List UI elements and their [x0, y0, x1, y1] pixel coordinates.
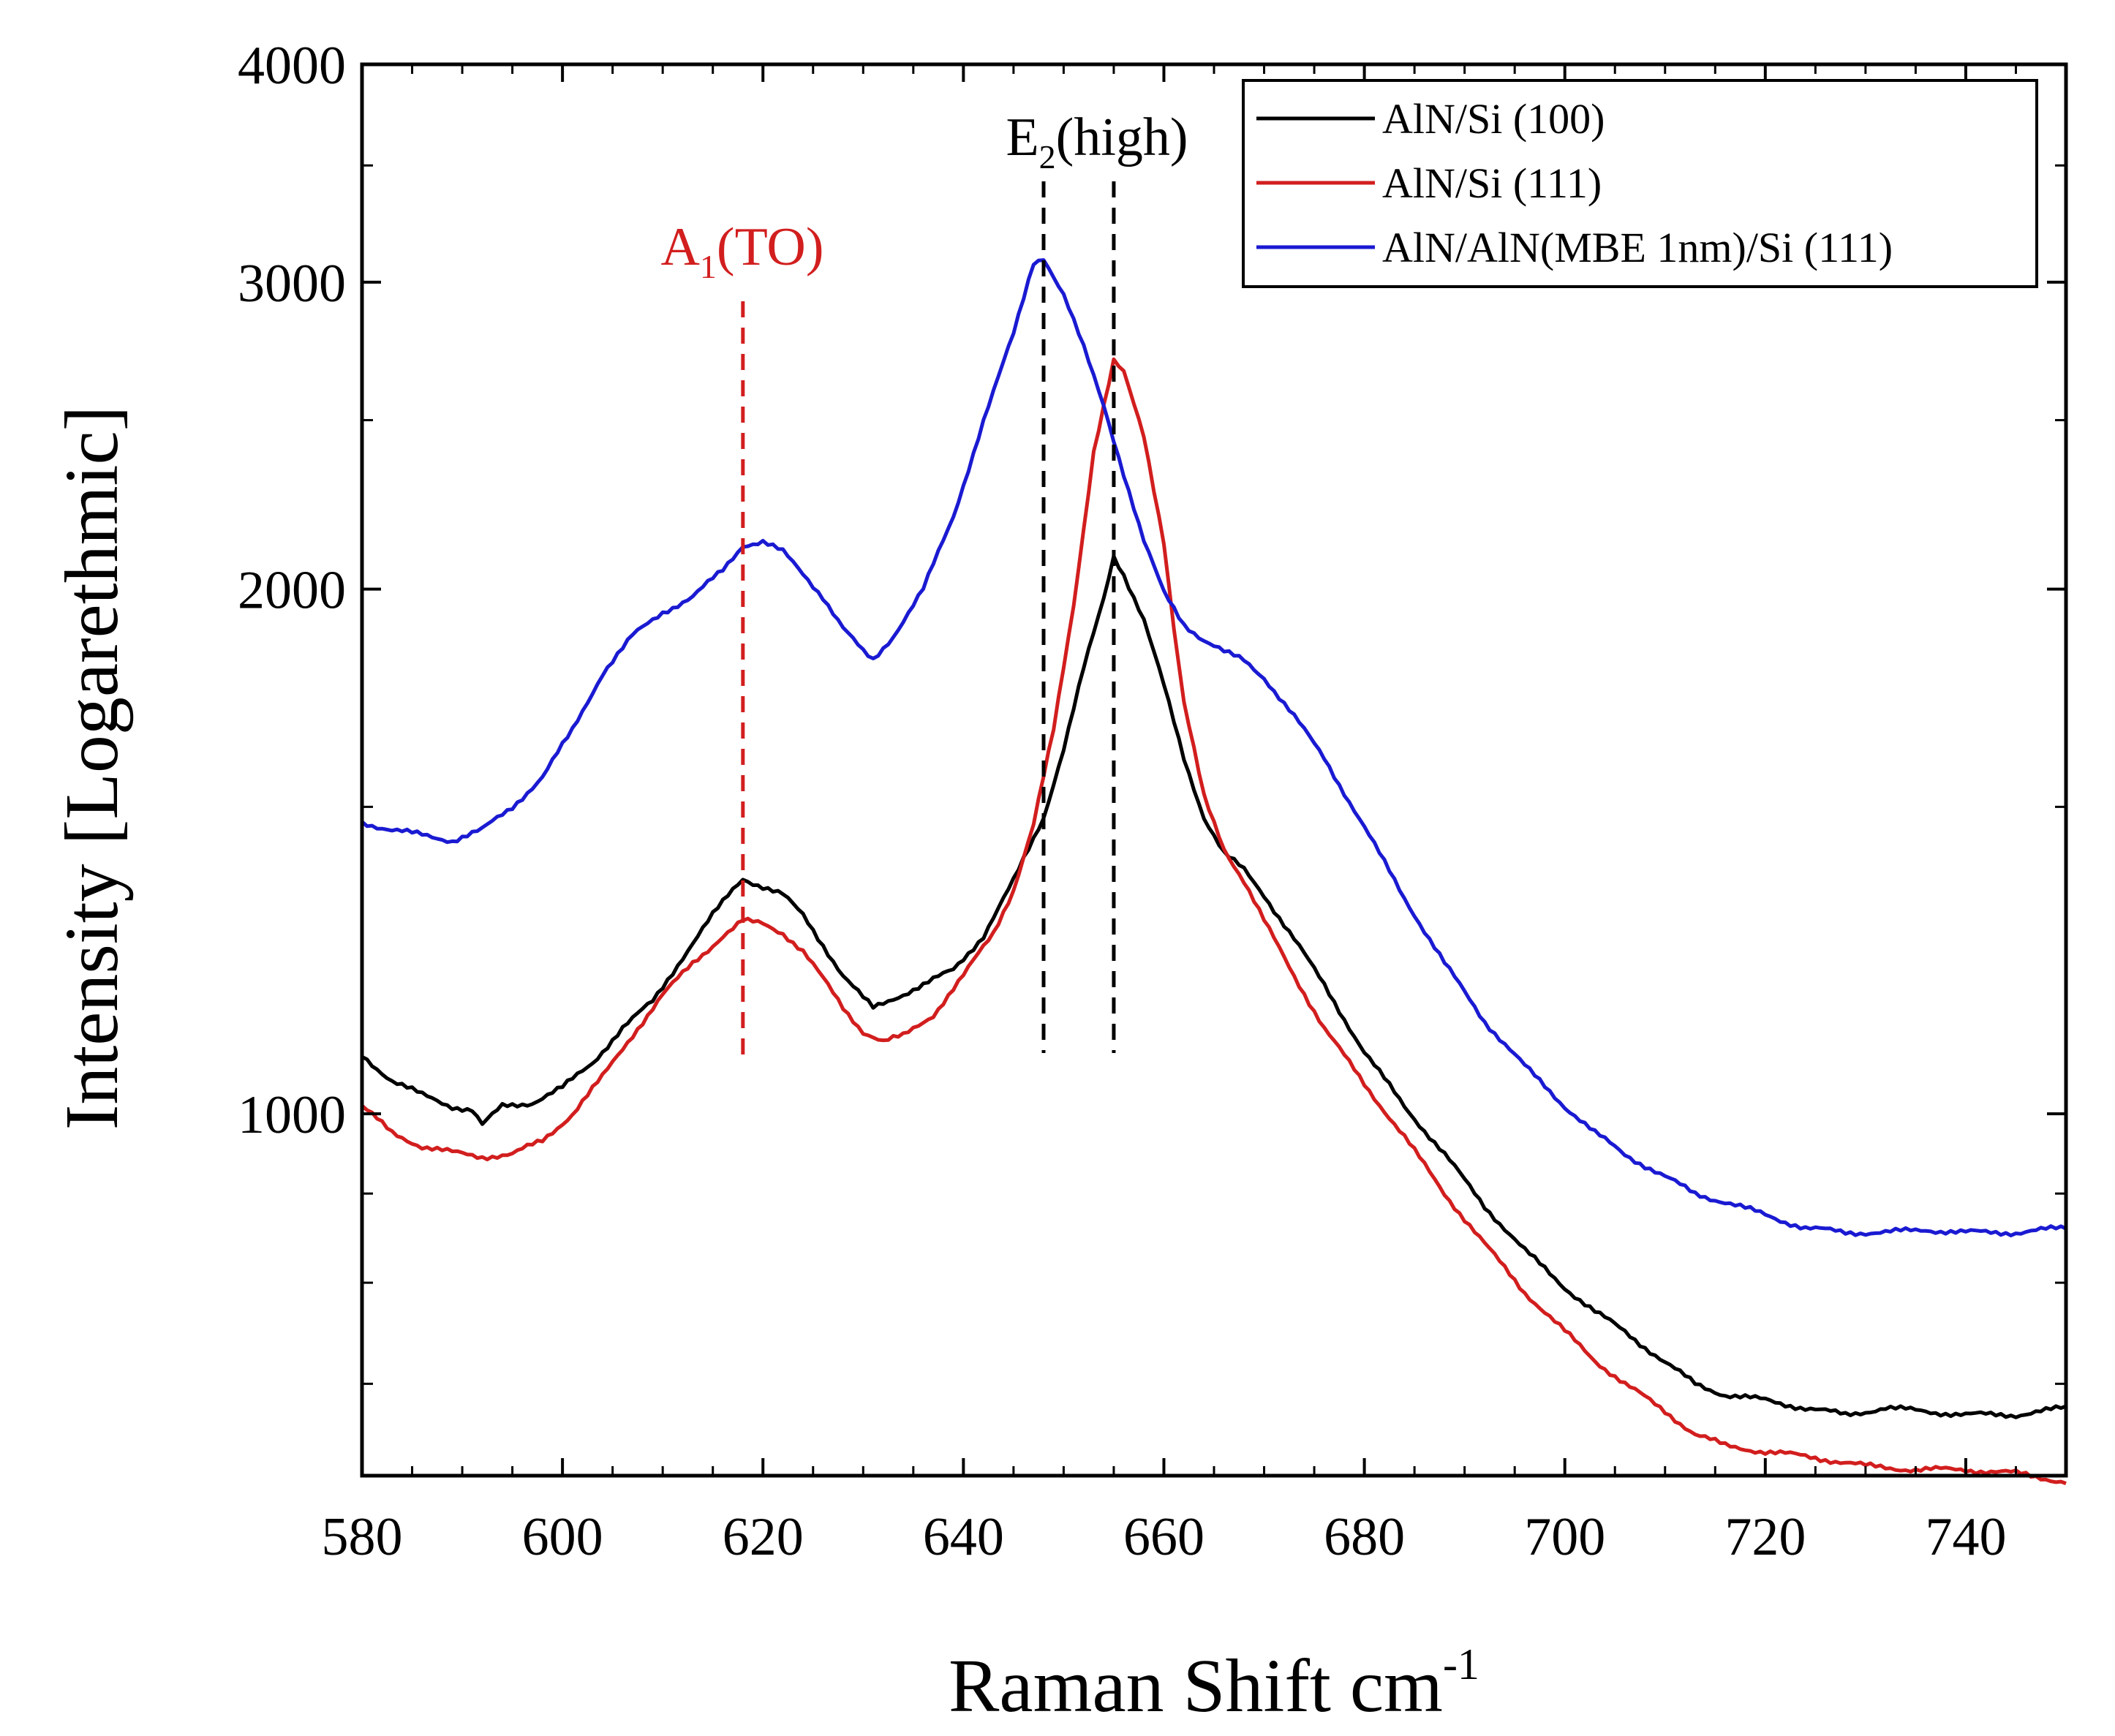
legend-items: AlN/Si (100) AlN/Si (111) AlN/AlN(MBE 1nm)… [1256, 95, 1893, 271]
x-tick-label: 660 [1123, 1507, 1204, 1567]
legend-label-1: AlN/Si (111) [1382, 159, 1602, 207]
series-line-0 [361, 554, 2067, 1419]
e2-main: E [1006, 107, 1038, 167]
e2-high-annotation: E2(high) [1006, 107, 1188, 176]
series-line-2 [361, 258, 2067, 1238]
x-tick-label: 700 [1524, 1507, 1605, 1567]
x-tick-label: 680 [1324, 1507, 1405, 1567]
series-layer [361, 258, 2067, 1485]
legend-label-2: AlN/AlN(MBE 1nm)/Si (111) [1382, 224, 1893, 271]
a1-suffix: (TO) [717, 217, 824, 277]
x-axis-title-main: Raman Shift cm [949, 1644, 1443, 1728]
x-tick-label: 600 [522, 1507, 603, 1567]
ticks-layer: 580 600 620 640 660 680 700 720 740 1000 2000 3000 4… [238, 36, 2066, 1567]
e2-suffix: (high) [1056, 107, 1188, 167]
legend-label-0: AlN/Si (100) [1382, 95, 1605, 143]
a1-to-annotation: A1(TO) [660, 217, 823, 285]
y-tick-label: 1000 [238, 1085, 346, 1145]
x-tick-label: 720 [1724, 1507, 1806, 1567]
y-tick-label: 3000 [238, 254, 346, 314]
x-tick-label: 640 [923, 1507, 1004, 1567]
a1-main: A [660, 217, 699, 277]
x-tick-label: 740 [1925, 1507, 2006, 1567]
series-line-1 [361, 357, 2067, 1485]
a1-sub: 1 [700, 248, 717, 285]
x-axis-title: Raman Shift cm-1 [949, 1640, 1479, 1728]
legend: AlN/Si (100) AlN/Si (111) AlN/AlN(MBE 1nm)… [1242, 79, 2038, 288]
x-tick-label: 620 [723, 1507, 804, 1567]
y-tick-label: 4000 [238, 36, 346, 96]
annotation-lines [741, 181, 1116, 1060]
legend-box [1242, 79, 2038, 288]
x-axis-title-sup: -1 [1443, 1640, 1479, 1688]
e2-sub: 2 [1039, 138, 1056, 176]
y-axis-title: Intensity [Logarethmic] [50, 406, 134, 1131]
x-tick-label: 580 [322, 1507, 403, 1567]
y-tick-label: 2000 [238, 561, 346, 621]
